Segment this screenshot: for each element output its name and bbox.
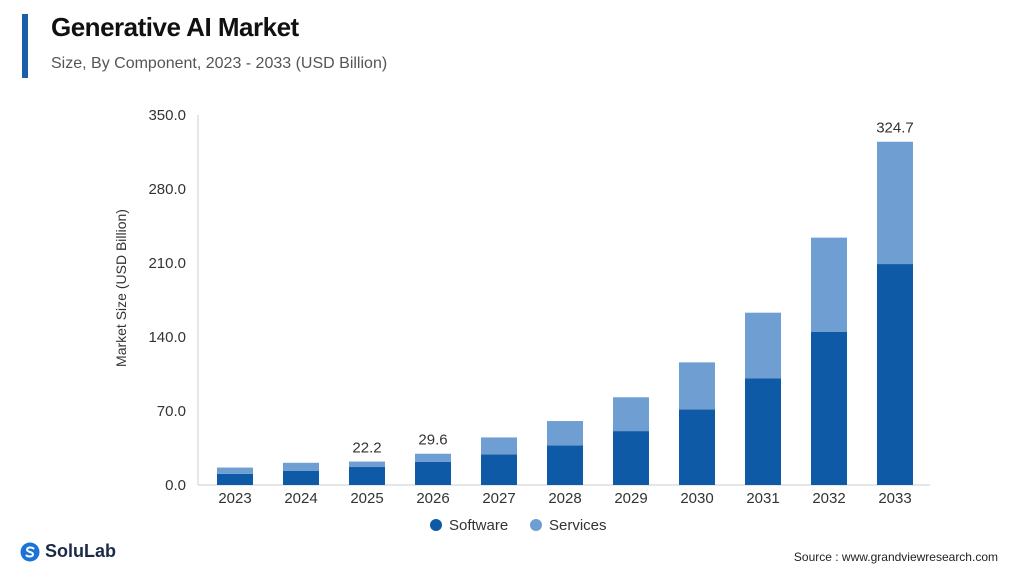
bar-software-2033	[877, 264, 913, 485]
x-tick-label: 2024	[284, 490, 317, 507]
x-tick-label: 2031	[746, 490, 779, 507]
y-tick-label: 350.0	[148, 107, 186, 124]
bar-software-2023	[217, 473, 253, 485]
bar-software-2030	[679, 409, 715, 485]
x-tick-label: 2026	[416, 490, 449, 507]
x-tick-label: 2030	[680, 490, 713, 507]
bar-services-2023	[217, 467, 253, 474]
bar-services-2029	[613, 397, 649, 432]
legend: Software Services	[430, 517, 607, 534]
total-labels: 22.2 29.6 324.7	[352, 120, 913, 457]
solulab-logo-icon	[20, 542, 40, 561]
y-tick-label: 210.0	[148, 255, 186, 272]
x-tick-label: 2029	[614, 490, 647, 507]
legend-label: Software	[449, 517, 508, 534]
title-accent-bar	[22, 14, 28, 78]
y-tick-label: 70.0	[157, 403, 186, 420]
bar-software-2029	[613, 431, 649, 485]
bar-software-2026	[415, 461, 451, 485]
bar-services-2033	[877, 141, 913, 265]
bar-software-2028	[547, 445, 583, 485]
bar-services-2024	[283, 462, 319, 471]
y-tick-label: 140.0	[148, 329, 186, 346]
x-tick-label: 2028	[548, 490, 581, 507]
bar-services-2027	[481, 437, 517, 455]
bar-software-2025	[349, 467, 385, 485]
brand-name: SoluLab	[45, 541, 116, 561]
bar-services-2025	[349, 461, 385, 468]
source-note: Source : www.grandviewresearch.com	[793, 550, 998, 564]
bar-services-2028	[547, 421, 583, 446]
chart-title: Generative AI Market	[51, 12, 299, 42]
bar-software-2031	[745, 378, 781, 485]
bar-services-2031	[745, 312, 781, 379]
x-tick-label: 2033	[878, 490, 911, 507]
y-tick-label: 280.0	[148, 181, 186, 198]
legend-marker	[530, 519, 542, 531]
bar-services-2030	[679, 362, 715, 410]
x-tick-label: 2023	[218, 490, 251, 507]
bar-services-2026	[415, 453, 451, 462]
x-tick-label: 2025	[350, 490, 383, 507]
x-tick-label: 2032	[812, 490, 845, 507]
total-label-2033: 324.7	[876, 120, 914, 137]
bars-group	[217, 141, 913, 485]
bar-software-2024	[283, 470, 319, 485]
brand-logo: SoluLab	[20, 541, 116, 562]
bar-software-2032	[811, 331, 847, 485]
legend-item-services: Services	[530, 517, 607, 534]
total-label-2026: 29.6	[418, 432, 447, 449]
legend-marker	[430, 519, 442, 531]
chart-subtitle: Size, By Component, 2023 - 2033 (USD Bil…	[51, 55, 388, 72]
total-label-2025: 22.2	[352, 440, 381, 457]
bar-software-2027	[481, 454, 517, 485]
legend-label: Services	[549, 517, 607, 534]
legend-item-software: Software	[430, 517, 508, 534]
y-axis-label: Market Size (USD Billion)	[113, 209, 129, 367]
bar-services-2032	[811, 237, 847, 332]
y-tick-label: 0.0	[165, 477, 186, 494]
y-axis-ticks: 0.0 70.0 140.0 210.0 280.0 350.0	[148, 107, 186, 494]
x-axis-ticks: 2023 2024 2025 2026 2027 2028 2029 2030 2031 2032…	[218, 490, 911, 507]
x-tick-label: 2027	[482, 490, 515, 507]
